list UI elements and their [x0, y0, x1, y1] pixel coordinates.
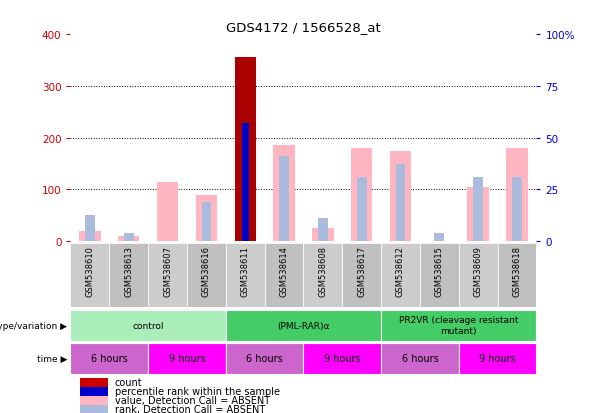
Bar — [202, 203, 211, 242]
Bar — [459, 343, 536, 374]
Bar — [498, 244, 536, 308]
Bar — [235, 58, 256, 242]
Bar — [303, 343, 381, 374]
Text: GSM538615: GSM538615 — [435, 246, 444, 297]
Bar — [468, 188, 489, 242]
Bar — [80, 378, 108, 387]
Bar — [157, 182, 178, 242]
Bar — [381, 310, 536, 341]
Text: GSM538611: GSM538611 — [241, 246, 249, 297]
Bar — [303, 244, 342, 308]
Bar — [395, 164, 405, 242]
Bar — [109, 244, 148, 308]
Bar — [512, 177, 522, 242]
Text: value, Detection Call = ABSENT: value, Detection Call = ABSENT — [115, 395, 270, 405]
Bar — [390, 151, 411, 242]
Bar — [118, 236, 139, 242]
Bar — [226, 244, 265, 308]
Bar — [70, 343, 148, 374]
Text: 9 hours: 9 hours — [324, 353, 360, 363]
Bar — [226, 310, 381, 341]
Bar — [148, 343, 226, 374]
Bar — [459, 244, 498, 308]
Text: time ▶: time ▶ — [37, 354, 67, 363]
Text: GSM538610: GSM538610 — [85, 246, 94, 297]
Bar — [79, 231, 101, 242]
Bar — [357, 177, 367, 242]
Bar — [148, 244, 187, 308]
Text: PR2VR (cleavage resistant
mutant): PR2VR (cleavage resistant mutant) — [399, 316, 519, 335]
Text: (PML-RAR)α: (PML-RAR)α — [277, 321, 330, 330]
Title: GDS4172 / 1566528_at: GDS4172 / 1566528_at — [226, 21, 381, 34]
Text: GSM538612: GSM538612 — [396, 246, 405, 297]
Bar — [187, 244, 226, 308]
Text: 6 hours: 6 hours — [402, 353, 438, 363]
Bar — [279, 157, 289, 242]
Text: 6 hours: 6 hours — [246, 353, 283, 363]
Bar — [351, 149, 372, 242]
Bar — [242, 124, 249, 242]
Text: GSM538609: GSM538609 — [474, 246, 482, 297]
Bar — [80, 396, 108, 405]
Bar — [265, 244, 303, 308]
Bar — [435, 234, 444, 242]
Text: GSM538618: GSM538618 — [512, 246, 522, 297]
Text: 9 hours: 9 hours — [169, 353, 205, 363]
Bar — [381, 244, 420, 308]
Text: GSM538617: GSM538617 — [357, 246, 366, 297]
Text: rank, Detection Call = ABSENT: rank, Detection Call = ABSENT — [115, 404, 265, 413]
Bar — [80, 405, 108, 413]
Bar — [312, 229, 333, 242]
Bar — [85, 216, 95, 242]
Text: 9 hours: 9 hours — [479, 353, 516, 363]
Bar — [318, 218, 328, 242]
Bar — [70, 244, 109, 308]
Text: control: control — [132, 321, 164, 330]
Text: GSM538607: GSM538607 — [163, 246, 172, 297]
Bar — [273, 146, 295, 242]
Text: 6 hours: 6 hours — [91, 353, 128, 363]
Bar — [70, 310, 226, 341]
Bar — [381, 343, 459, 374]
Text: GSM538616: GSM538616 — [202, 246, 211, 297]
Bar — [506, 149, 528, 242]
Bar — [420, 244, 459, 308]
Text: GSM538613: GSM538613 — [124, 246, 133, 297]
Bar — [80, 387, 108, 396]
Text: count: count — [115, 377, 142, 387]
Bar — [226, 343, 303, 374]
Text: percentile rank within the sample: percentile rank within the sample — [115, 387, 280, 396]
Text: genotype/variation ▶: genotype/variation ▶ — [0, 321, 67, 330]
Bar — [196, 195, 217, 242]
Bar — [342, 244, 381, 308]
Bar — [473, 177, 483, 242]
Bar — [124, 234, 134, 242]
Text: GSM538614: GSM538614 — [280, 246, 289, 297]
Text: GSM538608: GSM538608 — [318, 246, 327, 297]
